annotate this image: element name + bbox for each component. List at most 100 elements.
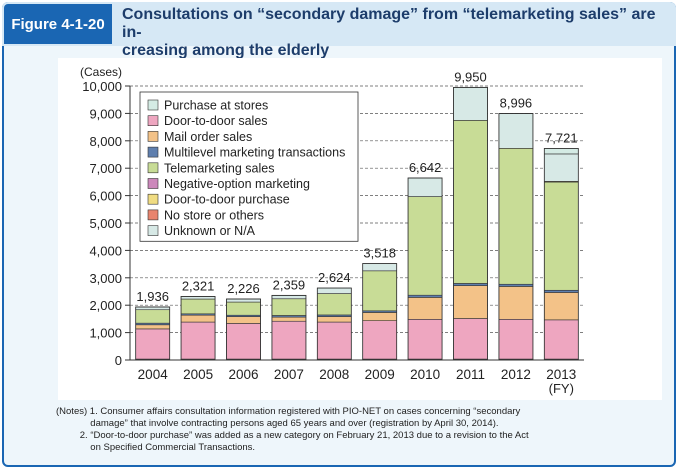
y-tick-label: 4,000 [89,243,122,258]
bar-total-label: 2,226 [227,281,260,296]
notes: (Notes) 1. Consumer affairs consultation… [56,406,666,454]
x-tick-label: 2004 [138,367,169,382]
legend-swatch [147,162,159,174]
bar-segment [453,283,488,286]
bar-outline [180,296,216,361]
bar-segment [498,113,534,149]
figure-label: Figure 4-1-20 [4,4,112,44]
bar-segment [135,324,170,330]
y-tick-label: 8,000 [89,134,122,149]
bar-segment [271,298,307,316]
legend-swatch [147,99,159,111]
legend-swatch [147,115,159,126]
bar-outline [407,177,443,361]
bar-segment [362,320,398,360]
y-tick-label: 5,000 [89,216,122,231]
bar-segment [543,292,579,321]
bar-segment [226,301,261,316]
bar-segment [453,120,488,284]
legend-label: Telemarketing sales [164,161,274,175]
bar-segment [407,297,443,320]
y-axis-label: (Cases) [80,65,122,79]
x-tick-label: 2012 [501,367,531,382]
legend-swatch [147,178,159,189]
bar-outline [498,113,534,361]
bar-total-label: 7,721 [545,130,578,145]
bar-segment [543,181,579,291]
bar-segment [316,287,352,294]
bar-total-label: 3,518 [363,246,396,261]
legend-label: Door-to-door sales [164,114,268,128]
bar-segment [316,321,352,360]
bar-segment [543,319,579,360]
bar-total-label: 2,624 [318,270,351,285]
bar-segment [362,270,398,312]
bar-total-label: 2,321 [182,278,215,293]
y-tick-label: 6,000 [89,189,122,204]
bar-segment [135,328,170,360]
y-tick-label: 1,000 [89,326,122,341]
y-tick-label: 0 [115,353,122,368]
bar-segment [180,314,216,323]
bar-outline [362,263,398,361]
bar-segment [271,295,307,300]
legend-box [139,91,359,242]
bar-segment [407,294,443,298]
bar-segment [180,321,216,360]
x-tick-label: 2010 [410,367,440,382]
bar-segment [180,296,216,300]
bar-segment [180,298,216,315]
x-axis-label: (FY) [549,381,574,396]
legend-swatch [147,146,159,158]
x-tick-label: 2013 [546,367,576,382]
legend-label: Door-to-door purchase [164,193,290,207]
bar-segment [407,196,443,296]
legend-swatch [147,131,159,142]
figure-title: Consultations on “secondary damage” from… [122,6,670,60]
note-line: on Specified Commercial Transactions. [56,442,256,453]
bar-total-label: 9,950 [454,69,487,84]
bar-segment [498,283,534,287]
bar-segment [316,316,352,323]
x-tick-label: 2007 [274,367,304,382]
legend-label: Negative-option marketing [164,177,310,191]
bar-segment [498,148,534,285]
legend-label: Multilevel marketing transactions [164,146,345,160]
legend-label: No store or others [164,208,264,222]
legend-swatch [147,193,159,205]
bar-outline [543,148,579,361]
y-tick-label: 9,000 [89,106,122,121]
figure-title-line-2: creasing among the elderly [122,42,330,59]
bar-segment [407,319,443,360]
x-tick-label: 2008 [319,367,349,382]
legend-swatch [147,225,159,236]
bar-total-label: 8,996 [500,96,533,111]
bar-segment [543,153,579,182]
legend-label: Mail order sales [164,130,252,144]
bar-segment [271,316,307,322]
bar-segment [316,293,352,316]
bar-segment [543,289,579,293]
x-tick-label: 2011 [456,367,485,382]
bar-segment [226,298,261,303]
bar-outline [316,287,352,361]
bar-outline [226,298,261,361]
y-tick-label: 10,000 [82,79,122,94]
x-tick-label: 2005 [183,367,213,382]
x-tick-label: 2006 [228,367,258,382]
legend-label: Purchase at stores [164,99,268,113]
bar-segment [362,312,398,321]
x-tick-label: 2009 [365,367,395,382]
bar-segment [271,320,307,360]
note-line: 2. “Door-to-door purchase” was added as … [56,430,529,441]
bar-segment [498,286,534,320]
bar-segment [543,148,579,155]
y-tick-label: 3,000 [89,271,122,286]
legend-label: Unknown or N/A [164,224,256,238]
bar-segment [226,323,261,360]
bar-segment [407,177,443,197]
bar-segment [453,87,488,121]
bar-segment [135,306,170,311]
bar-segment [226,316,261,324]
